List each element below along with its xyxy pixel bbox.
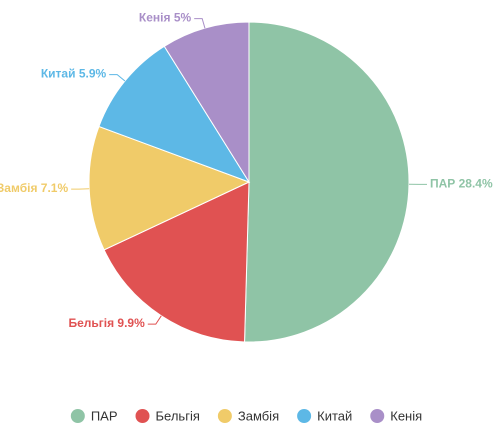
slice-label-value: 9.9%: [117, 316, 145, 330]
slice-label-value: 5%: [174, 11, 192, 25]
leader-line: [147, 315, 162, 325]
legend-marker: [70, 409, 85, 423]
slice-label-value: 28.4%: [459, 177, 493, 191]
slice-label-name: Замбія: [0, 181, 37, 195]
legend-label: Замбія: [238, 408, 279, 423]
slice-label: ПАР 28.4%: [430, 177, 493, 191]
slice-label-name: Китай: [41, 67, 76, 81]
slice-label-value: 7.1%: [41, 181, 69, 195]
pie-slice: [244, 21, 410, 343]
slice-label: Китай 5.9%: [41, 67, 107, 81]
pie-slice: [103, 181, 250, 343]
pie-slice: [163, 21, 250, 184]
leader-line: [109, 74, 126, 82]
legend-label: Бельгія: [156, 408, 200, 423]
legend-label: ПАР: [91, 408, 118, 423]
legend-label: Кенія: [390, 408, 422, 423]
slice-label-name: Бельгія: [68, 316, 114, 330]
slice-label: Кенія 5%: [139, 11, 192, 25]
pie-slice: [88, 125, 251, 251]
slice-label: Замбія 7.1%: [0, 181, 68, 195]
legend: ПАР Бельгія Замбія Китай Кенія: [70, 408, 422, 423]
legend-marker: [217, 409, 232, 423]
legend-marker: [370, 409, 385, 423]
slice-label: Бельгія 9.9%: [68, 316, 145, 330]
slice-label-value: 5.9%: [79, 67, 107, 81]
legend-label: Китай: [317, 408, 352, 423]
slice-label-name: Кенія: [139, 11, 171, 25]
legend-marker: [135, 409, 150, 423]
legend-marker: [297, 409, 312, 423]
leader-line: [194, 18, 206, 29]
slice-label-name: ПАР: [430, 177, 455, 191]
